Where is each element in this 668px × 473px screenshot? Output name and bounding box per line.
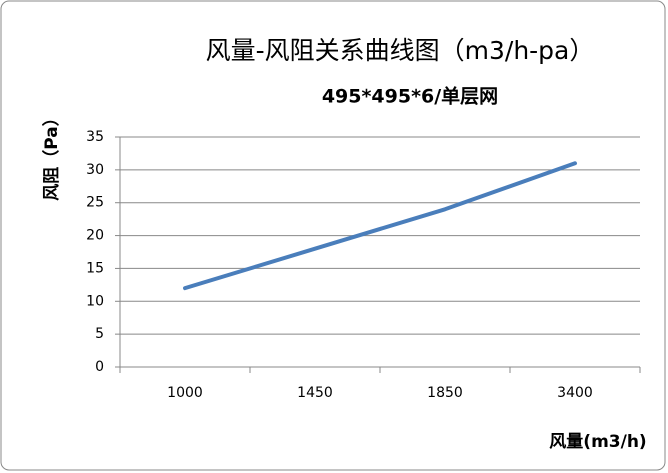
- x-tick-label: 1450: [297, 385, 333, 401]
- y-tick-label: 10: [86, 293, 104, 309]
- x-tick-label: 1000: [167, 385, 203, 401]
- y-tick-label: 5: [95, 326, 104, 342]
- chart-subtitle: 495*495*6/单层网: [322, 85, 498, 108]
- x-axis-label: 风量(m3/h): [549, 431, 646, 452]
- line-series: [183, 161, 577, 291]
- y-tick-label: 30: [86, 162, 104, 178]
- y-axis-label: 风阻（Pa）: [41, 109, 62, 200]
- y-tick-label: 25: [86, 195, 104, 211]
- x-tick-label: 1850: [427, 385, 463, 401]
- chart-title: 风量-风阻关系曲线图（m3/h-pa）: [206, 36, 595, 65]
- y-tick-label: 15: [86, 260, 104, 276]
- y-tick-label: 35: [86, 129, 104, 145]
- y-tick-label: 20: [86, 228, 104, 244]
- x-tick-label: 3400: [557, 385, 593, 401]
- y-tick-label: 0: [95, 359, 104, 375]
